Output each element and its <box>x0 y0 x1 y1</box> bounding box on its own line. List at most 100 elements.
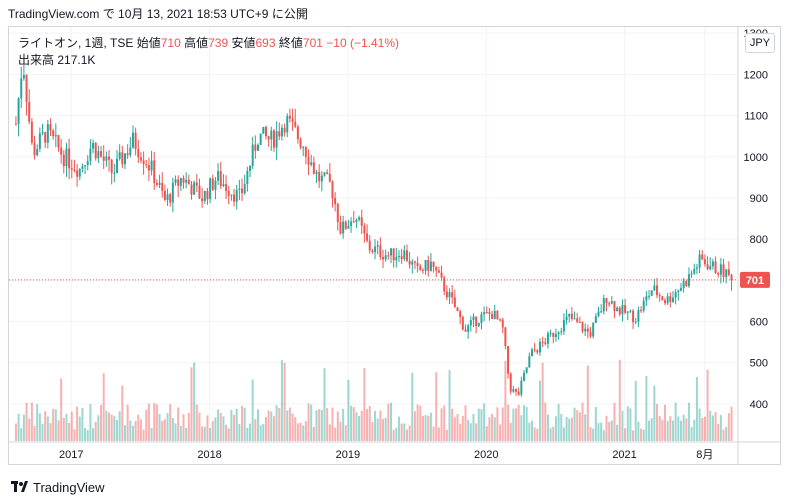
volume-bar <box>94 421 97 441</box>
candle-body <box>129 147 132 156</box>
candle-body <box>171 182 174 203</box>
volume-bar <box>363 368 366 441</box>
volume-bar <box>693 419 696 441</box>
volume-bar <box>671 420 674 441</box>
change-value: −10 (−1.41%) <box>326 36 399 50</box>
volume-bar <box>528 422 531 441</box>
candle-body <box>424 260 427 271</box>
candle-body <box>243 184 246 194</box>
candle-body <box>392 248 395 261</box>
volume-bar <box>379 410 382 441</box>
candle-body <box>621 305 624 315</box>
volume-bar <box>727 413 730 441</box>
volume-bar <box>123 425 126 441</box>
volume-bar <box>408 425 411 441</box>
candle-body <box>307 156 310 165</box>
candle-body <box>81 166 84 169</box>
volume-bar <box>374 410 377 441</box>
candle-body <box>674 292 677 298</box>
candle-body <box>219 171 222 186</box>
time-tick-label: 8月 <box>696 449 713 461</box>
candle-body <box>727 269 730 275</box>
candle-body <box>512 389 515 392</box>
candle-body <box>326 172 329 174</box>
candle-body <box>36 148 39 156</box>
candle-body <box>44 132 47 143</box>
currency-button[interactable]: JPY <box>745 33 775 53</box>
volume-bar <box>150 427 153 441</box>
volume-bar <box>76 406 79 441</box>
volume-bar <box>520 415 523 441</box>
candle-body <box>549 332 552 334</box>
publish-credit: TradingView.com で 10月 13, 2021 18:53 UTC… <box>8 7 308 21</box>
volume-bar <box>320 409 323 441</box>
volume-bar <box>291 413 294 441</box>
volume-bar <box>592 428 595 441</box>
candle-body <box>360 217 363 226</box>
candle-body <box>230 194 233 196</box>
volume-bar <box>174 423 177 441</box>
candle-body <box>629 310 632 312</box>
volume-bar <box>445 429 448 441</box>
candle-body <box>515 389 518 392</box>
volume-bar <box>211 421 214 441</box>
candle-body <box>142 160 145 165</box>
close-label: 終値 <box>278 36 303 50</box>
volume-bar <box>121 385 124 441</box>
volume-bar <box>278 407 281 441</box>
price-tick-label: 1200 <box>744 69 768 81</box>
volume-bar <box>640 428 643 441</box>
candle-body <box>432 261 435 268</box>
candle-body <box>347 226 350 229</box>
volume-bar <box>214 417 217 441</box>
candle-body <box>102 156 105 161</box>
volume-bar <box>272 416 275 441</box>
chart-frame[interactable] <box>8 26 781 465</box>
grid-lines <box>9 27 738 441</box>
volume-bar <box>387 403 390 441</box>
candle-body <box>719 264 722 275</box>
candle-body <box>397 256 400 258</box>
candle-body <box>626 311 629 313</box>
candle-body <box>616 307 619 312</box>
time-axis: 2017 2018 2019 2020 2021 8月 <box>59 449 713 461</box>
volume-bar <box>368 406 371 441</box>
candle-body <box>169 194 172 203</box>
candle-body <box>714 261 717 274</box>
volume-bar <box>254 419 257 441</box>
volume-bar <box>533 427 536 441</box>
volume-bar <box>469 423 472 441</box>
candle-body <box>318 172 321 182</box>
candle-body <box>589 331 592 337</box>
volume-bar <box>201 426 204 441</box>
candle-body <box>336 204 339 222</box>
candle-body <box>94 142 97 159</box>
candle-body <box>573 318 576 320</box>
volume-bar <box>339 421 342 441</box>
candle-body <box>358 217 361 220</box>
candle-body <box>472 316 475 321</box>
candle-body <box>687 274 690 287</box>
candle-body <box>113 172 116 174</box>
volume-bar <box>536 428 539 441</box>
candle-body <box>408 260 411 265</box>
candle-body <box>645 296 648 301</box>
candle-body <box>227 191 230 196</box>
volume-bar <box>453 417 456 441</box>
candle-body <box>703 259 706 265</box>
candle-body <box>25 74 28 103</box>
candle-body <box>384 255 387 260</box>
volume-bar <box>586 365 589 441</box>
tradingview-logo[interactable]: TradingView <box>11 480 105 496</box>
candle-body <box>198 185 201 199</box>
volume-bar <box>310 404 313 441</box>
volume-bar <box>594 406 597 441</box>
volume-bar <box>403 423 406 441</box>
volume-bar <box>395 427 398 441</box>
volume-bar <box>371 422 374 441</box>
volume-bar <box>443 405 446 441</box>
candle-body <box>288 116 291 119</box>
candle-body <box>100 151 103 157</box>
candle-body <box>597 311 600 317</box>
